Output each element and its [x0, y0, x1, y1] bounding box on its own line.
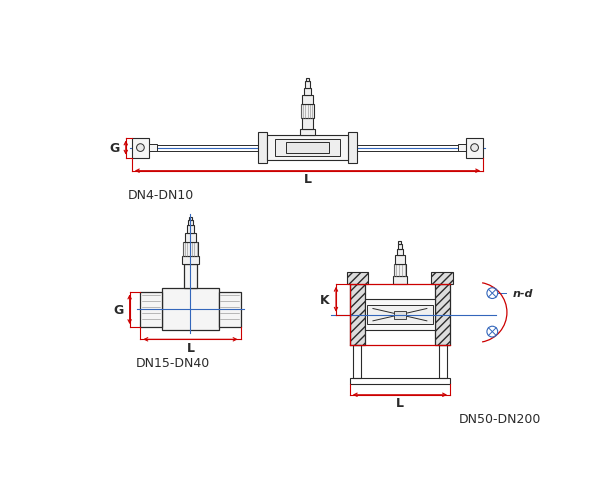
Bar	[353, 346, 361, 378]
Bar	[394, 311, 406, 319]
Bar	[398, 241, 401, 244]
Text: DN4-DN10: DN4-DN10	[128, 188, 194, 201]
Bar	[350, 378, 450, 384]
Bar	[162, 289, 219, 330]
Bar	[132, 138, 149, 158]
Bar	[434, 284, 450, 346]
Bar	[268, 136, 347, 161]
Circle shape	[471, 144, 478, 152]
Bar	[286, 143, 329, 154]
Bar	[458, 144, 466, 152]
Bar	[395, 256, 404, 264]
Bar	[304, 88, 311, 96]
Bar	[300, 130, 315, 136]
Bar	[398, 244, 402, 250]
Bar	[347, 272, 368, 284]
Circle shape	[137, 144, 144, 152]
Bar	[184, 264, 197, 289]
Text: K: K	[320, 293, 330, 306]
Bar	[367, 306, 433, 324]
Text: L: L	[304, 172, 311, 185]
Bar	[140, 292, 162, 327]
Bar	[306, 79, 309, 82]
Bar	[182, 257, 199, 264]
Bar	[393, 276, 407, 284]
Bar	[301, 105, 314, 119]
Bar	[347, 133, 357, 164]
Bar	[188, 220, 193, 226]
Bar	[305, 82, 310, 88]
Bar	[397, 250, 403, 256]
Bar	[183, 243, 198, 257]
Bar	[258, 133, 268, 164]
Bar	[431, 272, 453, 284]
Text: DN50-DN200: DN50-DN200	[459, 412, 542, 425]
Text: G: G	[113, 303, 124, 316]
Text: n-d: n-d	[512, 288, 533, 299]
Bar	[149, 144, 157, 152]
Bar	[219, 292, 241, 327]
Bar	[365, 300, 434, 330]
Text: DN15-DN40: DN15-DN40	[136, 357, 210, 370]
Bar	[187, 226, 194, 234]
Bar	[275, 140, 340, 157]
Text: G: G	[109, 142, 119, 155]
Bar	[189, 217, 192, 220]
Text: L: L	[187, 341, 194, 354]
Bar	[302, 96, 313, 105]
Text: L: L	[396, 396, 404, 409]
Bar	[466, 138, 483, 158]
Bar	[302, 119, 313, 130]
Bar	[185, 234, 196, 243]
Bar	[350, 284, 365, 346]
Bar	[439, 346, 447, 378]
Bar	[394, 264, 406, 276]
